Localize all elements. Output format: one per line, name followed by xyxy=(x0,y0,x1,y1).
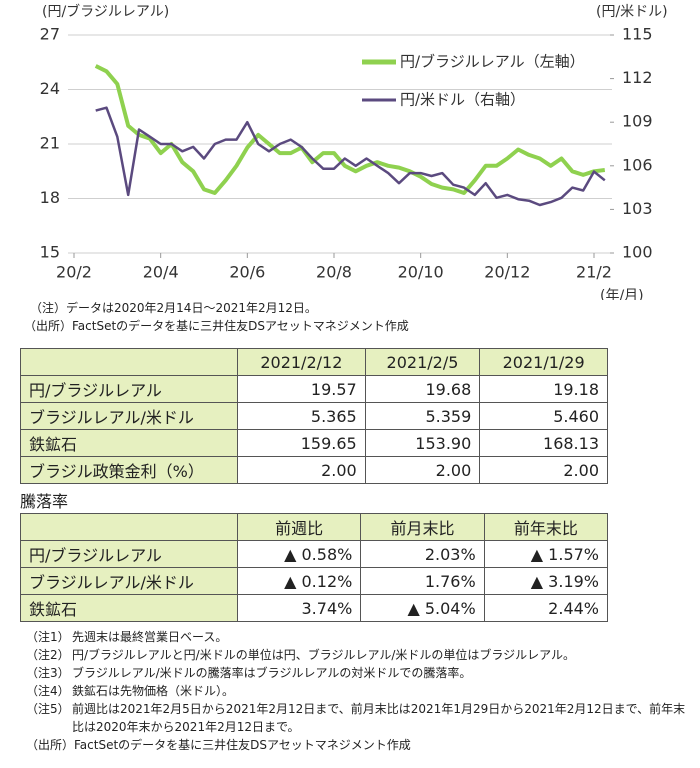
cell: 3.74% xyxy=(236,594,362,622)
legend-label: 円/ブラジルレアル（左軸） xyxy=(400,53,585,71)
y2-tick-label: 100 xyxy=(622,243,653,262)
y-tick-label: 18 xyxy=(40,188,60,207)
line-series xyxy=(95,106,606,207)
x-tick-label: 20/8 xyxy=(316,263,352,282)
row-label: ブラジルレアル/米ドル xyxy=(20,567,238,595)
y-tick-label: 21 xyxy=(40,134,60,153)
note-text: 円/ブラジルレアルと円/米ドルの単位は円、ブラジルレアル/米ドルの単位はブラジル… xyxy=(72,648,576,662)
y2-axis-title: (円/米ドル) xyxy=(596,4,668,20)
x-tick-label: 20/4 xyxy=(143,263,179,282)
x-tick-label: 21/2 xyxy=(576,263,612,282)
y2-tick-label: 115 xyxy=(622,25,653,44)
header-cell: 2021/1/29 xyxy=(479,348,608,376)
row-label: ブラジルレアル/米ドル xyxy=(20,402,238,430)
x-tick-label: 20/6 xyxy=(229,263,265,282)
cell: ▲ 0.58% xyxy=(236,540,362,568)
table: 前週比 前月末比 前年末比 円/ブラジルレアル ▲ 0.58% 2.03% ▲ 1.57%… xyxy=(20,513,609,622)
table-row: 円/ブラジルレアル 19.57 19.68 19.18 xyxy=(20,375,608,403)
note-text: ブラジルレアル/米ドルの騰落率はブラジルレアルの対米ドルでの騰落率。 xyxy=(72,666,472,680)
chart: (円/ブラジルレアル) (円/米ドル) (年/月) 15 18 21 24 27 100 1… xyxy=(40,3,668,300)
note: （注4） 鉄鉱石は先物価格（米ドル）。 xyxy=(26,682,696,700)
cell: 19.68 xyxy=(364,375,481,403)
cell: 5.460 xyxy=(479,402,608,430)
row-label: 鉄鉱石 xyxy=(20,429,238,457)
cell: ▲ 3.19% xyxy=(483,567,609,595)
table: 2021/2/12 2021/2/5 2021/1/29 円/ブラジルレアル 19.5… xyxy=(20,348,608,484)
note-label: （注5） xyxy=(26,702,70,716)
x-tick-label: 20/12 xyxy=(484,263,530,282)
notes: （注1） 先週末は最終営業日ベース。 （注2） 円/ブラジルレアルと円/米ドルの単位は… xyxy=(26,628,696,754)
row-label: 円/ブラジルレアル xyxy=(20,375,238,403)
cell: 1.76% xyxy=(360,567,485,595)
row-label: ブラジル政策金利（%） xyxy=(20,456,238,484)
row-label: 鉄鉱石 xyxy=(20,594,238,622)
cell: 153.90 xyxy=(364,429,481,457)
x-tick-label: 20/10 xyxy=(398,263,444,282)
header-cell: 前年末比 xyxy=(483,513,609,541)
legend-label: 円/米ドル（右軸） xyxy=(400,91,525,109)
table-row: ブラジル政策金利（%） 2.00 2.00 2.00 xyxy=(20,456,608,484)
cell: 159.65 xyxy=(237,429,366,457)
note-text: 前週比は2021年2月5日から2021年2月12日まで、前月末比は2021年1月… xyxy=(72,702,686,734)
cell: 5.365 xyxy=(237,402,366,430)
note-label: （注1） xyxy=(26,630,70,644)
source: （出所）FactSetのデータを基に三井住友DSアセットマネジメント作成 xyxy=(26,738,411,752)
y-tick-label: 27 xyxy=(40,25,60,44)
table-row: ブラジルレアル/米ドル ▲ 0.12% 1.76% ▲ 3.19% xyxy=(20,567,609,595)
header-cell: 2021/2/5 xyxy=(364,348,481,376)
cell: ▲ 0.12% xyxy=(236,567,362,595)
table-row: 円/ブラジルレアル ▲ 0.58% 2.03% ▲ 1.57% xyxy=(20,540,609,568)
note-text: 鉄鉱石は先物価格（米ドル）。 xyxy=(72,684,235,698)
cell: 19.57 xyxy=(237,375,366,403)
table-row: 鉄鉱石 3.74% ▲ 5.04% 2.44% xyxy=(20,594,609,622)
header-cell: 2021/2/12 xyxy=(237,348,366,376)
cell: 2.03% xyxy=(360,540,485,568)
table-row: ブラジルレアル/米ドル 5.365 5.359 5.460 xyxy=(20,402,608,430)
cell: 2.44% xyxy=(483,594,609,622)
y2-tick-label: 106 xyxy=(622,155,653,174)
line-series xyxy=(94,64,606,195)
y2-tick-label: 112 xyxy=(622,68,653,87)
y-axis-title: (円/ブラジルレアル) xyxy=(42,3,169,20)
cell: ▲ 1.57% xyxy=(483,540,609,568)
row-label: 円/ブラジルレアル xyxy=(20,540,238,568)
cell: 19.18 xyxy=(479,375,608,403)
y-tick-label: 15 xyxy=(40,243,60,262)
note-text: 先週末は最終営業日ベース。 xyxy=(72,630,228,644)
note-label: （注2） xyxy=(26,648,70,662)
cell: 5.359 xyxy=(364,402,481,430)
cell: 2.00 xyxy=(237,456,366,484)
note: （注3） ブラジルレアル/米ドルの騰落率はブラジルレアルの対米ドルでの騰落率。 xyxy=(26,664,696,682)
cell: 2.00 xyxy=(479,456,608,484)
chart-note: （注）データは2020年2月14日～2021年2月12日。 xyxy=(30,301,317,315)
x-axis-title: (年/月) xyxy=(600,288,644,300)
y2-tick-label: 103 xyxy=(622,199,653,218)
note-label: （注3） xyxy=(26,666,70,680)
note: （注1） 先週末は最終営業日ベース。 xyxy=(26,628,696,646)
table-row: 鉄鉱石 159.65 153.90 168.13 xyxy=(20,429,608,457)
y-tick-label: 24 xyxy=(40,79,60,98)
cell: 168.13 xyxy=(479,429,608,457)
note: （注2） 円/ブラジルレアルと円/米ドルの単位は円、ブラジルレアル/米ドルの単位は… xyxy=(26,646,696,664)
chart-source: （出所）FactSetのデータを基に三井住友DSアセットマネジメント作成 xyxy=(24,319,409,333)
header-cell: 前週比 xyxy=(236,513,362,541)
table-title: 騰落率 xyxy=(20,492,69,511)
cell: 2.00 xyxy=(364,456,481,484)
note-label: （注4） xyxy=(26,684,70,698)
note: （注5） 前週比は2021年2月5日から2021年2月12日まで、前月末比は202… xyxy=(26,700,696,736)
header-cell: 前月末比 xyxy=(360,513,485,541)
cell: ▲ 5.04% xyxy=(360,594,485,622)
y2-tick-label: 109 xyxy=(622,112,653,131)
x-tick-label: 20/2 xyxy=(56,263,92,282)
